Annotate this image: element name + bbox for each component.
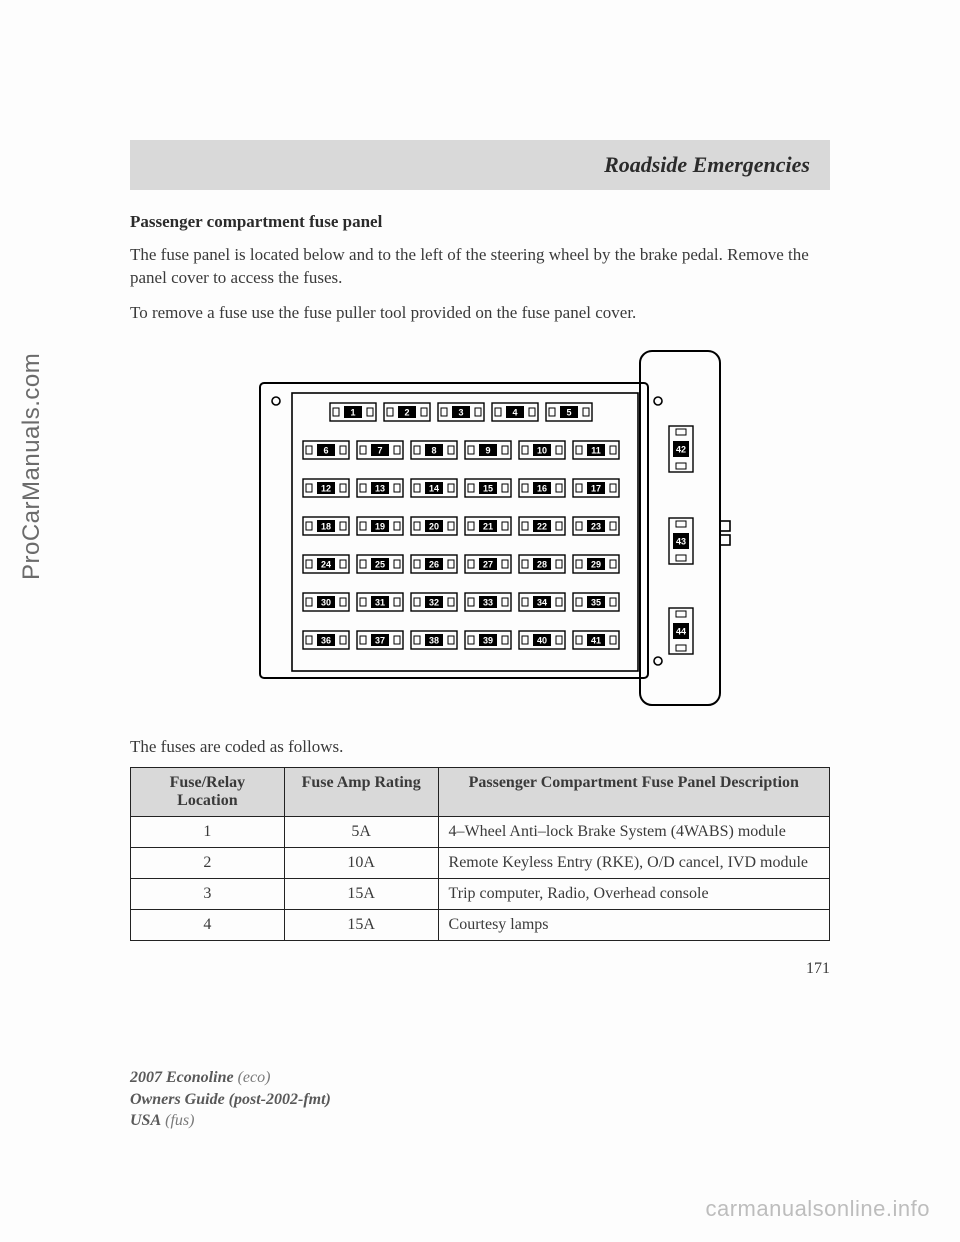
table-header-row: Fuse/Relay Location Fuse Amp Rating Pass… <box>131 767 830 816</box>
header-title: Roadside Emergencies <box>604 152 810 178</box>
cell-description: 4–Wheel Anti–lock Brake System (4WABS) m… <box>438 816 829 847</box>
footer-region: USA <box>130 1112 161 1129</box>
svg-text:1: 1 <box>350 407 355 417</box>
subheading: Passenger compartment fuse panel <box>130 212 830 232</box>
svg-text:26: 26 <box>429 559 439 569</box>
svg-text:36: 36 <box>321 635 331 645</box>
svg-text:4: 4 <box>512 407 517 417</box>
svg-text:11: 11 <box>591 445 601 455</box>
content-area: Roadside Emergencies Passenger compartme… <box>130 140 830 941</box>
svg-text:35: 35 <box>591 597 601 607</box>
svg-text:5: 5 <box>566 407 571 417</box>
paragraph-2: To remove a fuse use the fuse puller too… <box>130 302 830 325</box>
svg-text:2: 2 <box>404 407 409 417</box>
svg-text:31: 31 <box>375 597 385 607</box>
footer: 2007 Econoline (eco) Owners Guide (post-… <box>130 1067 331 1132</box>
footer-model: 2007 Econoline <box>130 1069 234 1086</box>
svg-text:6: 6 <box>323 445 328 455</box>
cell-rating: 15A <box>284 909 438 940</box>
svg-text:23: 23 <box>591 521 601 531</box>
svg-text:16: 16 <box>537 483 547 493</box>
th-location: Fuse/Relay Location <box>131 767 285 816</box>
paragraph-1: The fuse panel is located below and to t… <box>130 244 830 290</box>
footer-region-code: (fus) <box>165 1112 194 1129</box>
svg-text:3: 3 <box>458 407 463 417</box>
table-row: 210ARemote Keyless Entry (RKE), O/D canc… <box>131 847 830 878</box>
table-row: 315ATrip computer, Radio, Overhead conso… <box>131 878 830 909</box>
watermark-side: ProCarManuals.com <box>18 353 46 580</box>
svg-text:14: 14 <box>429 483 439 493</box>
svg-text:32: 32 <box>429 597 439 607</box>
svg-text:37: 37 <box>375 635 385 645</box>
svg-text:29: 29 <box>591 559 601 569</box>
page-number: 171 <box>806 960 830 978</box>
svg-text:22: 22 <box>537 521 547 531</box>
cell-location: 3 <box>131 878 285 909</box>
watermark-bottom: carmanualsonline.info <box>705 1196 930 1222</box>
svg-text:39: 39 <box>483 635 493 645</box>
footer-line-2: Owners Guide (post-2002-fmt) <box>130 1089 331 1111</box>
table-row: 15A4–Wheel Anti–lock Brake System (4WABS… <box>131 816 830 847</box>
fuse-table: Fuse/Relay Location Fuse Amp Rating Pass… <box>130 767 830 941</box>
cell-description: Remote Keyless Entry (RKE), O/D cancel, … <box>438 847 829 878</box>
fuse-panel-svg: 1234567891011121314151617181920212223242… <box>220 343 740 713</box>
svg-text:13: 13 <box>375 483 385 493</box>
svg-text:20: 20 <box>429 521 439 531</box>
table-row: 415ACourtesy lamps <box>131 909 830 940</box>
footer-model-code: (eco) <box>238 1069 271 1086</box>
svg-text:42: 42 <box>676 444 686 454</box>
svg-text:8: 8 <box>431 445 436 455</box>
svg-text:19: 19 <box>375 521 385 531</box>
svg-text:44: 44 <box>676 626 686 636</box>
svg-text:17: 17 <box>591 483 601 493</box>
footer-guide: Owners Guide (post-2002-fmt) <box>130 1091 331 1108</box>
cell-rating: 15A <box>284 878 438 909</box>
svg-text:12: 12 <box>321 483 331 493</box>
page: ProCarManuals.com Roadside Emergencies P… <box>0 0 960 1242</box>
svg-text:21: 21 <box>483 521 493 531</box>
cell-location: 1 <box>131 816 285 847</box>
cell-description: Courtesy lamps <box>438 909 829 940</box>
svg-text:28: 28 <box>537 559 547 569</box>
svg-text:7: 7 <box>377 445 382 455</box>
svg-text:30: 30 <box>321 597 331 607</box>
svg-text:18: 18 <box>321 521 331 531</box>
cell-description: Trip computer, Radio, Overhead console <box>438 878 829 909</box>
fuse-panel-diagram: 1234567891011121314151617181920212223242… <box>220 343 740 713</box>
table-lead-in: The fuses are coded as follows. <box>130 737 830 757</box>
cell-location: 4 <box>131 909 285 940</box>
svg-text:43: 43 <box>676 536 686 546</box>
footer-line-1: 2007 Econoline (eco) <box>130 1067 331 1089</box>
svg-text:40: 40 <box>537 635 547 645</box>
svg-text:9: 9 <box>485 445 490 455</box>
cell-location: 2 <box>131 847 285 878</box>
cell-rating: 10A <box>284 847 438 878</box>
svg-text:15: 15 <box>483 483 493 493</box>
th-rating: Fuse Amp Rating <box>284 767 438 816</box>
header-bar: Roadside Emergencies <box>130 140 830 190</box>
footer-line-3: USA (fus) <box>130 1110 331 1132</box>
svg-text:38: 38 <box>429 635 439 645</box>
svg-text:24: 24 <box>321 559 331 569</box>
svg-text:34: 34 <box>537 597 547 607</box>
svg-text:27: 27 <box>483 559 493 569</box>
svg-text:25: 25 <box>375 559 385 569</box>
svg-text:33: 33 <box>483 597 493 607</box>
svg-text:41: 41 <box>591 635 601 645</box>
cell-rating: 5A <box>284 816 438 847</box>
svg-text:10: 10 <box>537 445 547 455</box>
th-description: Passenger Compartment Fuse Panel Descrip… <box>438 767 829 816</box>
